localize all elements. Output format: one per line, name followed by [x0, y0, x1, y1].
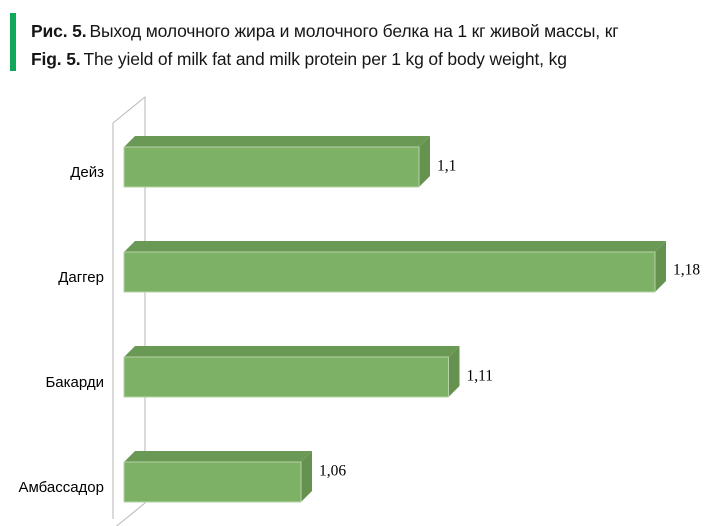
bar-top-face [124, 241, 666, 252]
category-label: Бакарди [45, 374, 104, 391]
bar-front-face [123, 461, 302, 503]
bar-side-face [655, 241, 666, 292]
bar-top-face [124, 136, 430, 147]
chart-wall-axis [112, 96, 146, 526]
value-label: 1,06 [319, 463, 346, 480]
bar-front-face [123, 146, 420, 188]
bar-side-face [448, 346, 460, 397]
category-label: Амбассадор [18, 479, 104, 496]
caption-ru: Рис. 5. Выход молочного жира и молочного … [31, 17, 619, 45]
caption-en: Fig. 5. The yield of milk fat and milk pr… [31, 45, 618, 73]
value-label: 1,1 [437, 158, 456, 175]
bar-front-face [123, 356, 449, 398]
caption-ru-label: Рис. 5. [31, 21, 87, 41]
category-label: Дейз [70, 164, 104, 181]
category-label: Даггер [58, 269, 104, 286]
figure-accent-bar [10, 13, 16, 71]
caption-ru-text: Выход молочного жира и молочного белка н… [89, 21, 619, 41]
bar-front-face [123, 251, 656, 293]
bar-top-face [124, 451, 312, 462]
caption-en-text: The yield of milk fat and milk protein p… [83, 49, 567, 69]
value-label: 1,18 [673, 262, 700, 279]
value-label: 1,11 [467, 368, 494, 385]
bar-side-face [419, 136, 430, 187]
caption-en-label: Fig. 5. [31, 49, 81, 69]
bar-top-face [124, 346, 460, 357]
bar-side-face [301, 451, 312, 502]
figure-caption: Рис. 5. Выход молочного жира и молочного … [31, 17, 619, 73]
